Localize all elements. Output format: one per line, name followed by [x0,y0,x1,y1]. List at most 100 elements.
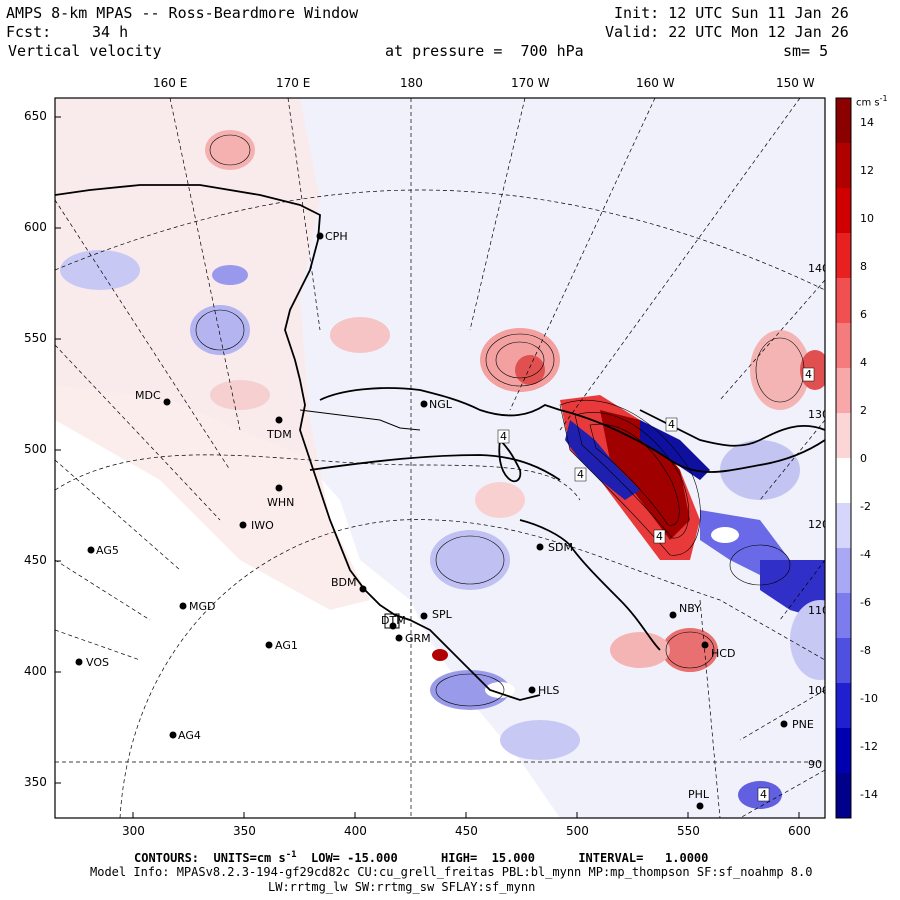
station-dot [696,802,704,810]
contour-label-box [802,367,815,382]
downdraft-cell [430,670,510,710]
contour-label: 4 [805,368,812,381]
station-dot [359,585,367,593]
inner-lon-label: 110 W [808,604,843,617]
colorbar-swatch [836,233,851,279]
colorbar-swatch [836,503,851,549]
colorbar-swatch [836,458,851,504]
downdraft-cell [790,600,825,680]
station-label-mdc: MDC [135,389,161,402]
downdraft-cell [720,440,800,500]
station-dot [75,658,83,666]
lon-label: 170 E [276,76,311,90]
downdraft-cell [190,305,250,355]
station-label-iwo: IWO [251,519,274,532]
colorbar-swatch [836,413,851,459]
no-data-patch [711,527,739,543]
updraft-cell [330,317,390,353]
colorbar-swatch [836,683,851,729]
station-dot [275,484,283,492]
colorbar-label: -6 [860,596,871,609]
station-label-spl: SPL [432,608,453,621]
inner-lon-label: 120 W [808,518,843,531]
station-label-tdm: TDM [266,428,292,441]
colorbar-label: 8 [860,260,867,273]
updraft-cell [750,330,810,410]
station-dot [420,400,428,408]
station-dot [239,521,247,529]
smoothing: sm= 5 [783,42,829,60]
colorbar-label: 6 [860,308,867,321]
contour-labels: 4 4 4 4 4 4 [497,367,815,802]
station-dot [780,720,788,728]
colorbar-label: -4 [860,548,871,561]
colorbar-label: 14 [860,116,874,129]
x-tick-label: 450 [455,824,478,838]
x-tick-label: 350 [233,824,256,838]
x-tick-label: 500 [566,824,589,838]
colorbar-label: -2 [860,500,871,513]
forecast-label: Fcst: [6,23,52,41]
contour-label: 4 [760,788,767,801]
inner-lon-label: 90 W [808,758,836,771]
station-label-grm: GRM [405,632,431,645]
station-label-ag1: AG1 [275,639,298,652]
downdraft-cell [212,265,248,285]
station-label-bdm: BDM [331,576,357,589]
y-tick-label: 400 [24,664,47,678]
lon-label: 170 W [511,76,550,90]
colorbar-label: 2 [860,404,867,417]
station-dot [669,611,677,619]
lon-label: 150 W [776,76,815,90]
updraft-cell [662,628,718,672]
station-dot [275,416,283,424]
x-tick-label: 300 [122,824,145,838]
updraft-cell [210,380,270,410]
strong-updraft-core [600,410,690,540]
colorbar-swatch [836,548,851,594]
field-name: Vertical velocity [8,42,162,60]
contour-label: 4 [668,418,675,431]
contour-info: CONTOURS: UNITS=cm s-1 LOW= -15.000 HIGH… [134,850,709,865]
station-label-dtm: DTM [381,614,406,627]
inner-lon-label: 140 W [808,262,843,275]
y-tick-label: 500 [24,442,47,456]
colorbar-unit: cm s-1 [856,94,888,109]
x-tick-label: 400 [344,824,367,838]
colorbar-label: -12 [860,740,878,753]
x-tick-label: 600 [788,824,811,838]
pressure-level: at pressure = 700 hPa [385,42,584,60]
y-tick-label: 650 [24,109,47,123]
station-label-vos: VOS [86,656,109,669]
colorbar-label: 12 [860,164,874,177]
colorbar-swatch [836,728,851,774]
contour-label: 4 [577,468,584,481]
lon-label: 160 W [636,76,675,90]
station-dot [87,546,95,554]
y-tick-label: 350 [24,775,47,789]
colorbar-label: 4 [860,356,867,369]
lon-label: 180 [400,76,423,90]
colorbar-swatch [836,278,851,324]
valid-time: Valid: 22 UTC Mon 12 Jan 26 [605,23,849,41]
updraft-cell [432,649,448,661]
init-time: Init: 12 UTC Sun 11 Jan 26 [614,4,849,22]
model-info-physics: LW:rrtmg_lw SW:rrtmg_sw SFLAY:sf_mynn [268,880,536,894]
updraft-cell [475,482,525,518]
lon-label: 160 E [153,76,188,90]
colorbar [835,97,852,819]
contour-label: 4 [500,430,507,443]
colorbar-frame [835,97,852,819]
map-title: AMPS 8-km MPAS -- Ross-Beardmore Window [6,4,359,22]
station-dot [316,232,324,240]
forecast-hour: 34 h [92,23,129,41]
colorbar-label: -8 [860,644,871,657]
colorbar-swatch [836,143,851,189]
station-label-sdm: SDM [548,541,573,554]
station-label-ag5: AG5 [96,544,119,557]
model-info: Model Info: MPASv8.2.3-194-gf29cd82c CU:… [90,865,813,879]
inner-lon-label: 130 W [808,408,843,421]
contour-label-box [665,417,678,432]
colorbar-label: 0 [860,452,867,465]
